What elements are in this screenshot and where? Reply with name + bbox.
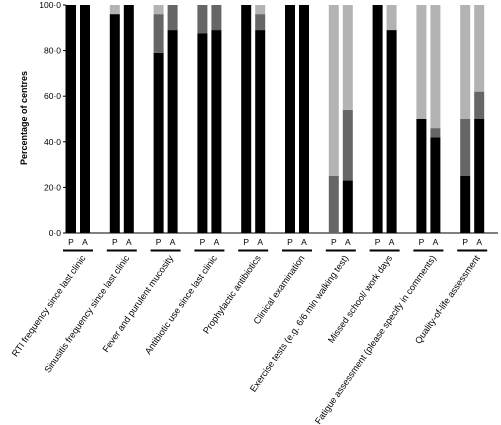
bar-label-a: A (389, 237, 395, 247)
bar-label-a: A (345, 237, 351, 247)
y-tick-label: 20·0 (44, 182, 61, 192)
bar-label-p: P (419, 237, 425, 247)
bar-segment-p-dark-grey (153, 14, 164, 53)
category-label: Antibiotic use since last clinic (143, 253, 219, 356)
bar-label-a: A (170, 237, 176, 247)
bar-segment-p-dark-grey (328, 176, 339, 233)
bar-label-p: P (68, 237, 74, 247)
bar-segment-a-light-grey (342, 5, 353, 110)
y-tick-label: 100·0 (39, 0, 61, 10)
bar-label-a: A (301, 237, 307, 247)
bar-label-a: A (433, 237, 439, 247)
bar-segment-p-black (153, 52, 164, 233)
bar-label-p: P (462, 237, 468, 247)
bar-segment-a-light-grey (255, 5, 266, 15)
bar-segment-p-black (241, 5, 252, 233)
bar-label-p: P (156, 237, 162, 247)
bar-segment-a-black (474, 119, 485, 233)
bar-label-p: P (243, 237, 249, 247)
bar-segment-a-light-grey (474, 5, 485, 92)
bar-segment-a-dark-grey (430, 128, 441, 138)
y-tick-label: 60·0 (44, 91, 61, 101)
bar-label-a: A (257, 237, 263, 247)
bar-label-a: A (214, 237, 220, 247)
bar-segment-a-dark-grey (342, 109, 353, 181)
category-label: Exercise tests (e.g. 6/6 min walking tes… (248, 253, 351, 393)
bar-segment-p-black (372, 5, 383, 233)
bar-segment-a-dark-grey (211, 5, 222, 31)
bar-segment-p-light-grey (328, 5, 339, 176)
y-tick-label: 40·0 (44, 137, 61, 147)
y-tick-label: 0·0 (49, 228, 62, 238)
bar-segment-a-light-grey (386, 5, 397, 31)
y-axis-title: Percentage of centres (19, 71, 29, 165)
bar-segment-a-black (80, 5, 90, 233)
bar-segment-p-light-grey (109, 5, 120, 15)
category-label: RTI frequency since last clinic (10, 253, 88, 358)
bar-segment-p-black (109, 14, 120, 234)
bar-label-a: A (126, 237, 132, 247)
bar-label-p: P (112, 237, 118, 247)
bar-segment-p-dark-grey (460, 119, 471, 176)
bar-label-a: A (82, 237, 88, 247)
bar-segment-a-black (299, 5, 309, 233)
bar-segment-a-black (342, 180, 353, 233)
bar-segment-p-black (66, 5, 76, 233)
bar-segment-p-black (197, 33, 208, 233)
bar-segment-a-dark-grey (474, 91, 485, 119)
bar-segment-a-black (386, 30, 397, 233)
bar-segment-a-black (211, 30, 222, 233)
bar-label-p: P (331, 237, 337, 247)
bar-label-a: A (476, 237, 482, 247)
bar-label-p: P (375, 237, 381, 247)
bar-segment-a-dark-grey (255, 14, 266, 31)
bar-segment-p-black (460, 176, 471, 233)
bar-segment-a-black (167, 30, 178, 233)
bar-segment-a-light-grey (430, 5, 441, 129)
bar-segment-p-black (416, 119, 427, 233)
bar-label-p: P (287, 237, 293, 247)
bar-label-p: P (200, 237, 206, 247)
bar-segment-p-light-grey (460, 5, 471, 119)
bar-segment-a-dark-grey (167, 5, 178, 31)
bar-segment-a-black (123, 5, 134, 233)
bar-segment-p-light-grey (416, 5, 427, 119)
bar-segment-a-black (255, 30, 266, 233)
bar-segment-p-black (285, 5, 295, 233)
category-label: Sinusitis frequency since last clinic (42, 253, 131, 375)
y-tick-label: 80·0 (44, 46, 61, 56)
bar-segment-p-light-grey (153, 5, 164, 15)
bar-segment-p-dark-grey (197, 5, 208, 34)
bar-segment-a-black (430, 137, 441, 233)
